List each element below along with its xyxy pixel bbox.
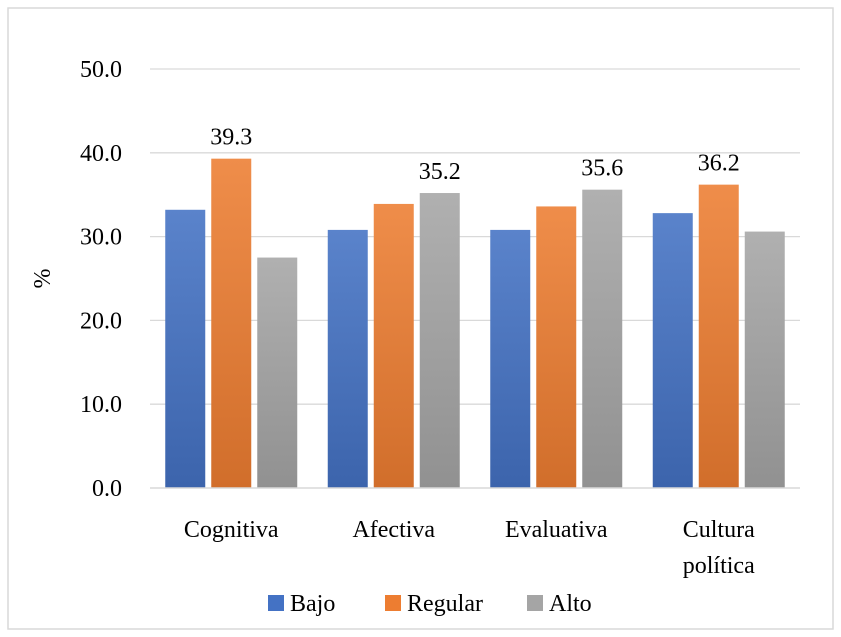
legend-swatch-alto (527, 595, 543, 611)
bar-bajo (652, 213, 693, 489)
bars (165, 158, 785, 489)
y-tick-label: 10.0 (80, 392, 122, 418)
y-tick-label: 20.0 (80, 308, 122, 334)
y-tick-label: 50.0 (80, 57, 122, 83)
legend-label-bajo: Bajo (290, 591, 335, 617)
bar-bajo (490, 229, 531, 488)
bar-bajo (327, 229, 368, 488)
bar-alto (582, 189, 623, 488)
data-label: 35.6 (581, 156, 623, 182)
bar-alto (257, 257, 298, 488)
bar-alto (419, 193, 460, 489)
x-category-label: Evaluativa (505, 517, 608, 543)
y-tick-label: 0.0 (92, 476, 122, 502)
legend-label-regular: Regular (407, 591, 483, 617)
bar-alto (744, 231, 785, 488)
bar-regular (211, 158, 252, 488)
data-label: 35.2 (419, 159, 461, 185)
x-category-label: Cultura (683, 517, 755, 543)
bar-regular (536, 206, 577, 488)
legend-swatch-regular (385, 595, 401, 611)
legend-swatch-bajo (268, 595, 284, 611)
legend: Bajo Regular Alto (268, 591, 592, 617)
x-category-label: Afectiva (352, 517, 435, 543)
legend-label-alto: Alto (549, 591, 592, 617)
y-axis-title: % (30, 269, 56, 289)
y-tick-label: 40.0 (80, 141, 122, 167)
bar-regular (698, 184, 739, 489)
x-category-label: política (683, 553, 755, 579)
bar-regular (373, 203, 414, 488)
bar-bajo (165, 209, 206, 488)
data-label: 36.2 (698, 151, 740, 177)
labels: 0.0 10.0 20.0 30.0 40.0 50.0% Cognitiva Afectiv… (30, 57, 755, 579)
x-category-label: Cognitiva (184, 517, 279, 543)
y-tick-label: 30.0 (80, 225, 122, 251)
data-label: 39.3 (210, 125, 252, 151)
